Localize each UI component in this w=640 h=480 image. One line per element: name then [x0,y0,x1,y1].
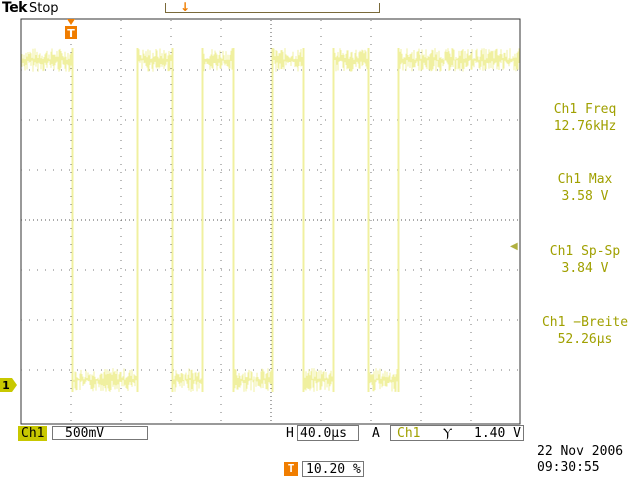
graticule-grid [21,20,520,424]
measurement-value: 12.76kHz [553,119,617,134]
trigger-position-marker-icon: ↓ [179,0,191,14]
date: 22 Nov 2006 [537,444,624,459]
measurement-value: 3.84 V [561,261,609,276]
date-time: 22 Nov 2006 09:30:55 [537,444,637,476]
trigger-source: Ch1 [397,426,421,441]
measurement-label: Ch1 Freq [553,102,617,117]
svg-text:1: 1 [2,379,10,392]
trigger-level: 1.40 V [474,426,521,441]
measurement-ch1-pk-pk: Ch1 Sp-Sp 3.84 V [530,243,640,277]
trigger-marker-icon: T [65,19,77,40]
time: 09:30:55 [537,460,600,475]
volts-per-div[interactable]: 500mV [52,426,148,441]
measurement-value: 52.26µs [557,332,613,347]
measurement-value: 3.58 V [561,189,609,204]
run-status: Stop [29,1,59,16]
time-per-div[interactable]: 40.0µs [297,425,359,441]
falling-edge-icon: Ⲩ [443,426,453,441]
channel-tag[interactable]: Ch1 [18,426,48,441]
measurement-ch1-max: Ch1 Max 3.58 V [530,171,640,205]
trace-path [21,48,520,392]
brand-logo: Tek [2,0,28,16]
horizontal-label: H [286,426,294,441]
measurement-label: Ch1 Sp-Sp [549,244,621,259]
measurement-ch1-freq: Ch1 Freq 12.76kHz [530,101,640,135]
status-bar: Ch1 500mV H 40.0µs A Ch1 Ⲩ 1.40 V [0,424,640,444]
trigger-position-percent[interactable]: 10.20 % [302,461,364,477]
center-axes [21,20,520,424]
measurement-label: Ch1 Max [557,172,613,187]
trigger-position-bar [165,0,380,13]
measurement-ch1-neg-width: Ch1 −Breite 52.26µs [530,314,640,348]
channel-1-trace [21,48,520,392]
acquisition-label: A [372,426,380,441]
channel-1-ground-marker-icon: 1 [0,378,17,392]
trigger-settings[interactable]: Ch1 Ⲩ 1.40 V [390,425,524,441]
left-arrow-icon: ◀ [510,241,518,252]
trigger-icon: T [284,462,298,476]
measurement-label: Ch1 −Breite [541,315,629,330]
svg-text:T: T [67,27,75,40]
graticule-frame [20,18,521,425]
brand-header: Tek Stop [2,0,59,16]
